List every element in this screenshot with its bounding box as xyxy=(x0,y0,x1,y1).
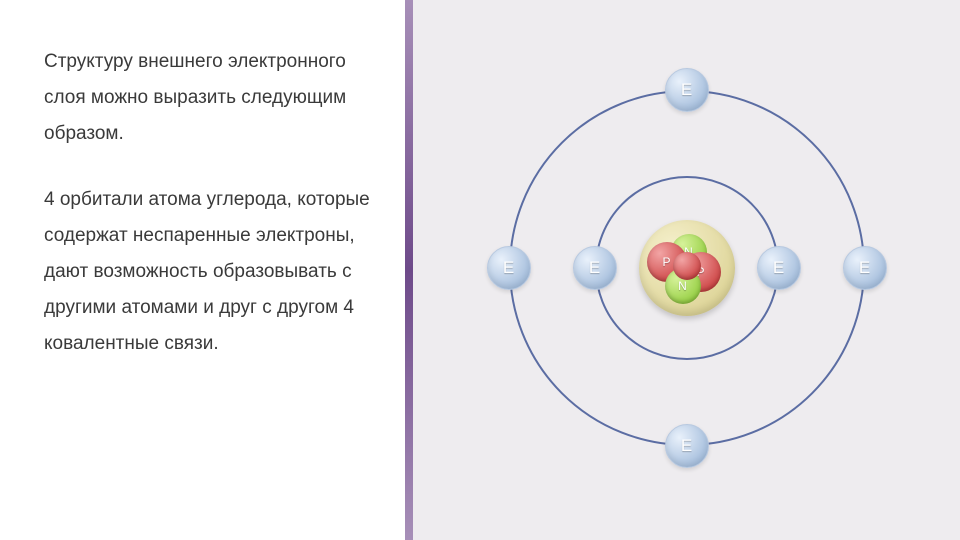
electron-label: E xyxy=(681,436,692,456)
electron: E xyxy=(665,68,709,112)
vertical-divider xyxy=(405,0,413,540)
electron-label: E xyxy=(773,258,784,278)
electron-label: E xyxy=(503,258,514,278)
nucleon-label: P xyxy=(662,255,670,269)
electron: E xyxy=(573,246,617,290)
electron-label: E xyxy=(589,258,600,278)
electron: E xyxy=(665,424,709,468)
diagram-panel: E E E E E E NPPN xyxy=(413,0,960,540)
electron-label: E xyxy=(681,80,692,100)
paragraph-1: Структуру внешнего электронного слоя мож… xyxy=(44,44,375,152)
nucleon xyxy=(673,252,701,280)
paragraph-2: 4 орбитали атома углерода, которые содер… xyxy=(44,182,375,362)
nucleon-label: N xyxy=(678,279,687,293)
nucleus: NPPN xyxy=(639,220,735,316)
text-panel: Структуру внешнего электронного слоя мож… xyxy=(0,0,405,540)
electron-label: E xyxy=(859,258,870,278)
electron: E xyxy=(843,246,887,290)
electron: E xyxy=(757,246,801,290)
electron: E xyxy=(487,246,531,290)
